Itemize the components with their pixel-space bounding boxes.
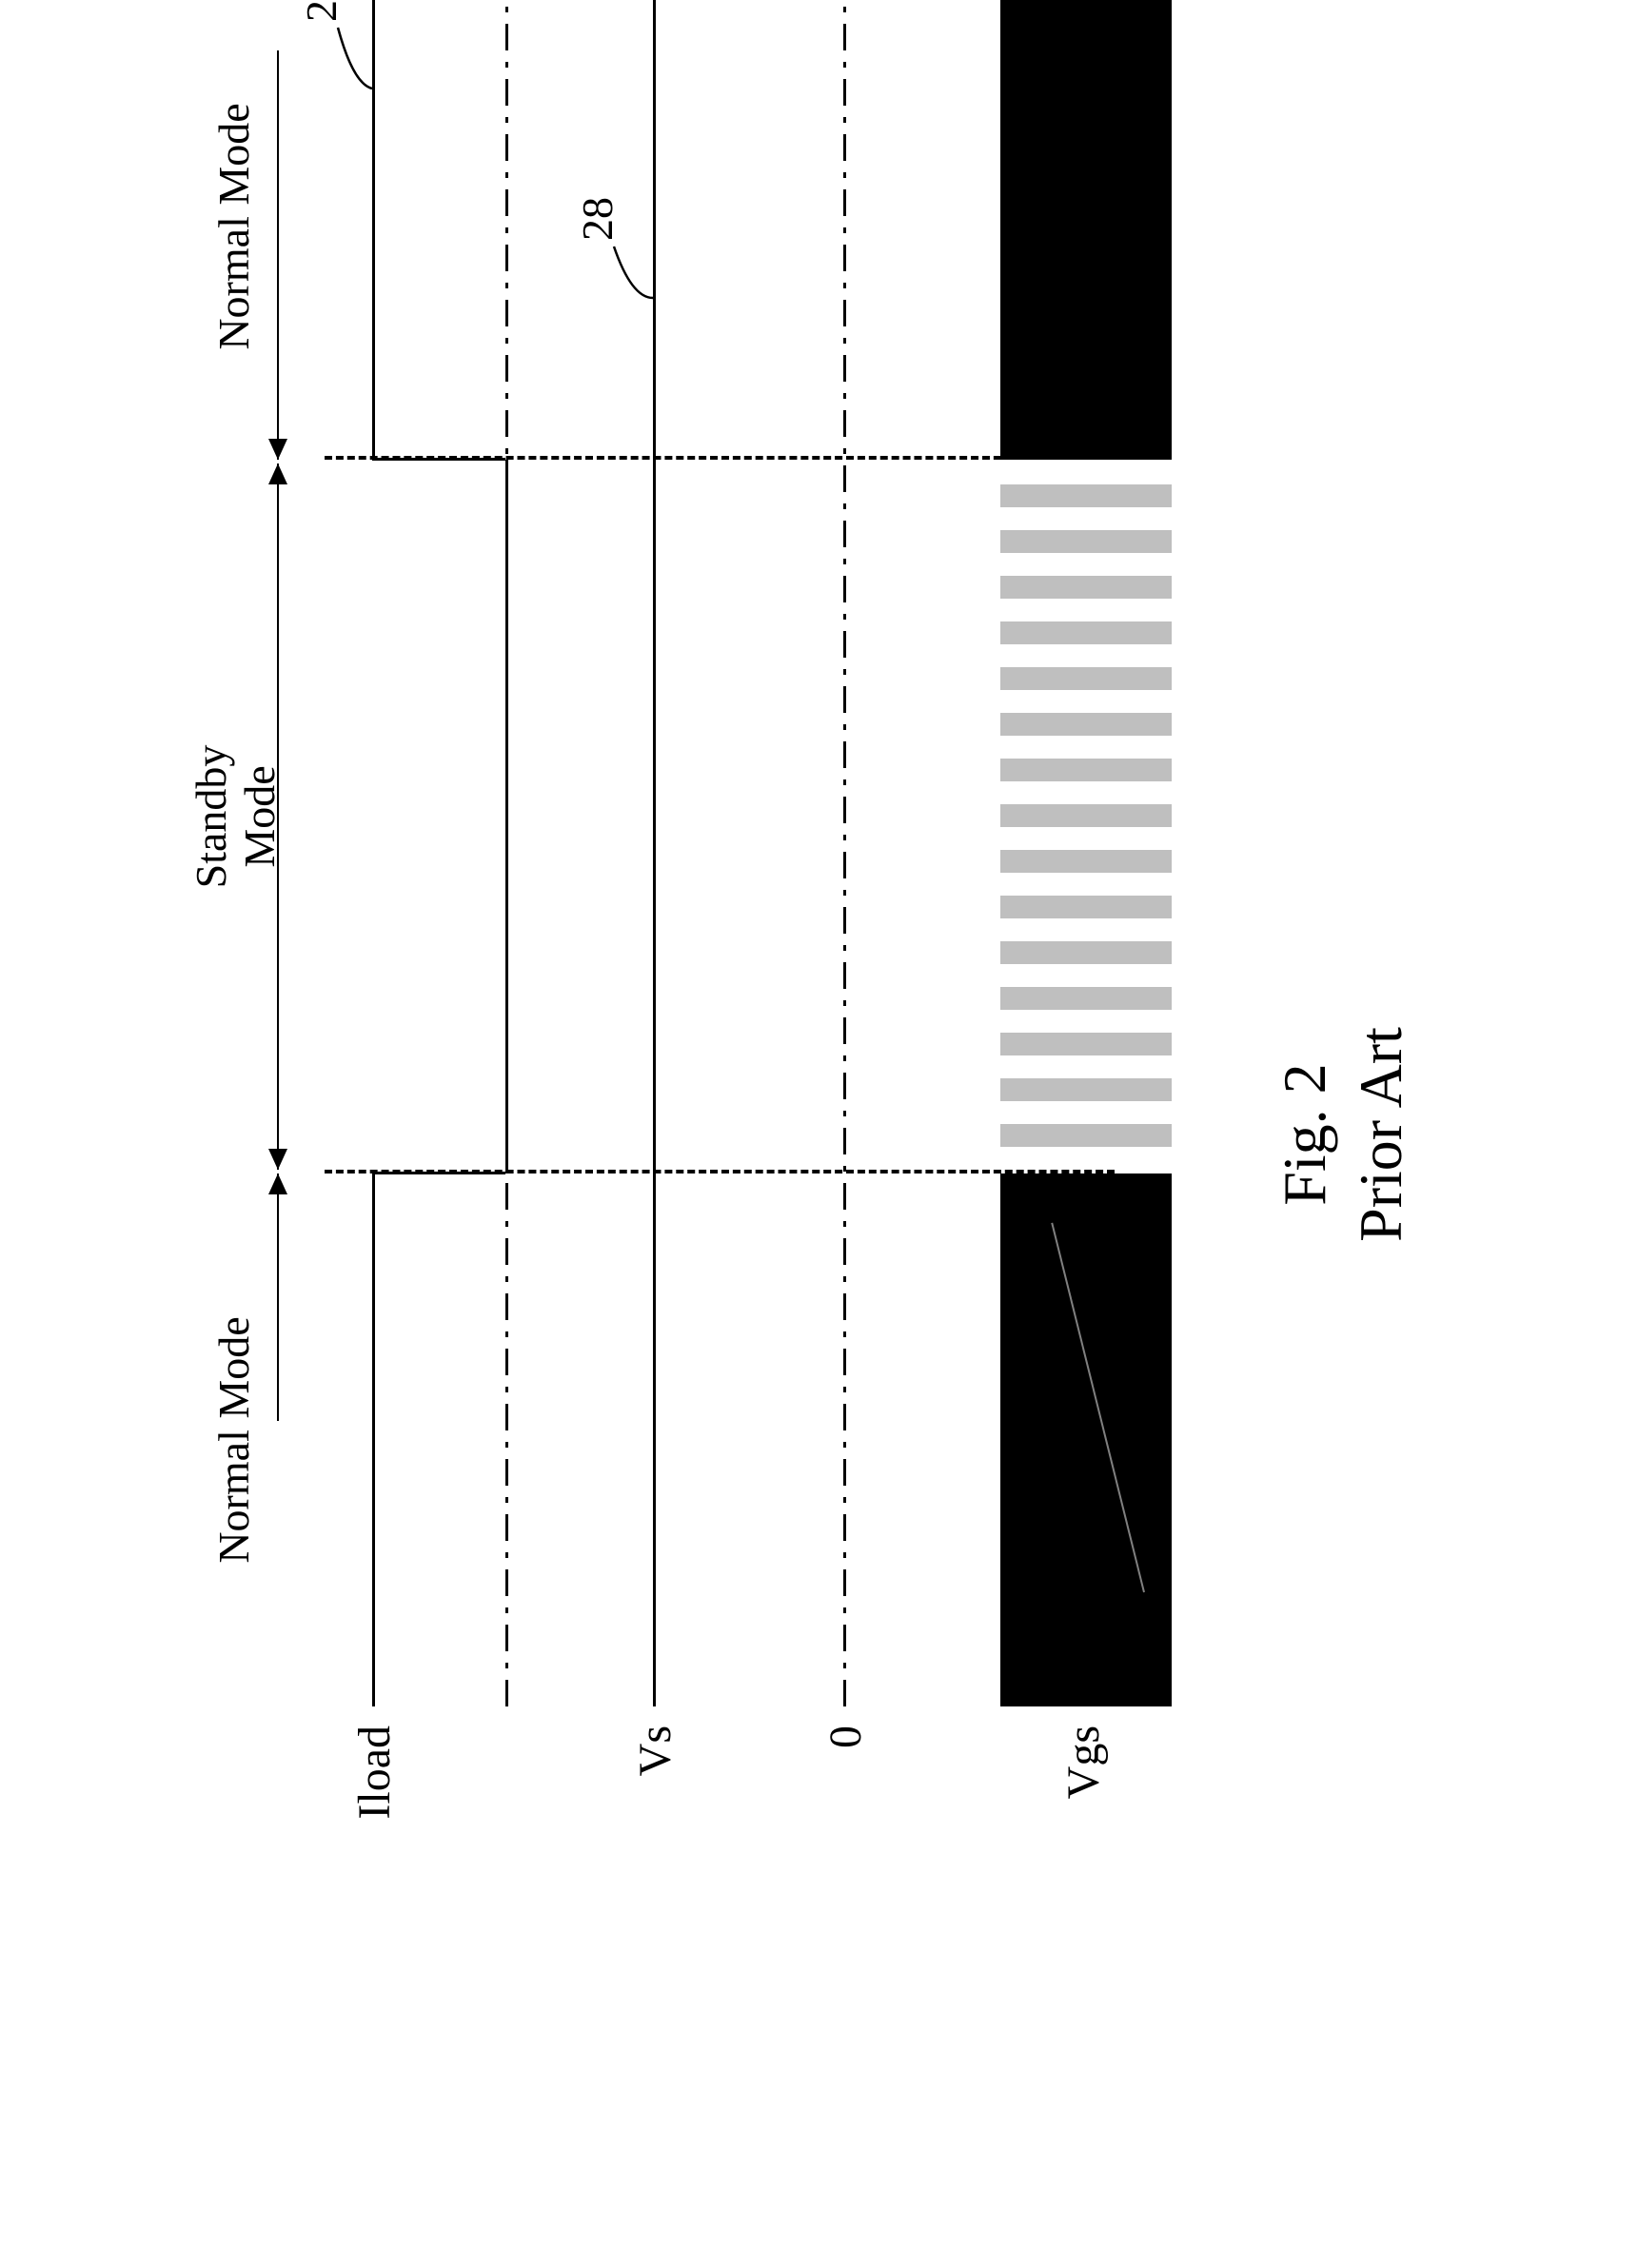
- vs-trace: [653, 0, 656, 1706]
- mode-label-left: Normal Mode: [210, 1173, 259, 1706]
- figure-caption-line1: Fig. 2: [1271, 1063, 1338, 1205]
- mode-label-standby: Standby Mode: [188, 460, 284, 1173]
- y-label-vgs: Vgs: [1057, 1726, 1110, 1897]
- mode-label-right-text: Normal Mode: [209, 103, 258, 349]
- vgs-waveform: [1000, 0, 1172, 1706]
- timing-chart: Normal Mode Standby Mode Normal Mode Ilo…: [220, 0, 1172, 1706]
- figure-caption: Fig. 2 Prior Art: [1267, 315, 1419, 1954]
- callout-28: 28: [572, 197, 622, 241]
- figure-caption-line2: Prior Art: [1347, 1027, 1414, 1242]
- mode-label-standby-line2: Mode: [235, 765, 284, 867]
- y-label-vs: Vs: [629, 1726, 681, 1897]
- ref-line-lower: [843, 0, 846, 1706]
- y-label-zero: 0: [820, 1726, 872, 1897]
- callout-26: 26: [296, 0, 346, 22]
- mode-label-standby-line1: Standby: [187, 744, 235, 888]
- mode-label-left-text: Normal Mode: [209, 1316, 258, 1563]
- mode-label-right: Normal Mode: [210, 0, 259, 460]
- figure-page: Normal Mode Standby Mode Normal Mode Ilo…: [106, 315, 1533, 1954]
- y-label-iload: Iload: [348, 1726, 401, 1897]
